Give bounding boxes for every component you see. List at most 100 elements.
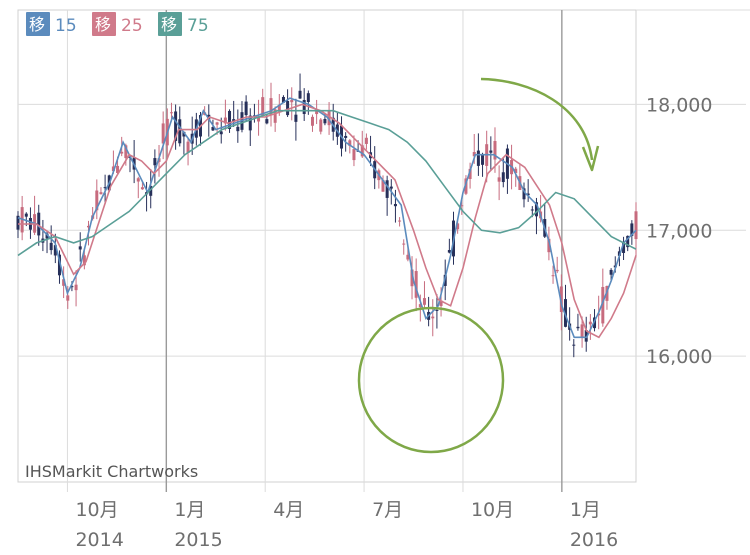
y-tick-label: 16,000 (646, 346, 712, 368)
legend-badge-text: 移 (29, 15, 45, 34)
candle-body (489, 150, 493, 153)
candle-body (248, 115, 252, 131)
plot-frame (17, 9, 637, 483)
candle-body (265, 119, 269, 124)
candle-body (281, 96, 285, 103)
candle-body (37, 212, 41, 236)
candle-body (111, 166, 115, 172)
candle-body (269, 98, 273, 115)
candle-body (439, 300, 443, 306)
candle-body (344, 135, 348, 138)
candle-body (223, 117, 227, 124)
candle-body (277, 104, 281, 112)
candle-body (136, 178, 140, 182)
candle-body (153, 158, 157, 166)
candle-body (49, 242, 53, 251)
trend-arrow (480, 77, 594, 161)
candle-body (82, 255, 86, 266)
legend-badge-text: 移 (161, 15, 177, 34)
candle-body (389, 186, 393, 189)
candle-body (53, 245, 57, 256)
candle-body (460, 205, 464, 207)
x-tick-label: 10月 (75, 499, 118, 521)
candle-body (572, 344, 576, 346)
candle-body (57, 254, 61, 276)
candle-body (302, 100, 306, 114)
candle-body (232, 119, 236, 122)
candle-body (120, 151, 124, 154)
candle-body (319, 119, 323, 132)
x-year-label: 2016 (570, 529, 618, 551)
candle-body (514, 168, 518, 174)
candle-body (547, 238, 551, 253)
candle-body (634, 211, 638, 240)
candle-body (70, 286, 74, 288)
candle-body (522, 188, 526, 200)
candle-body (414, 271, 418, 298)
candle-body (534, 202, 538, 217)
y-tick-label: 18,000 (646, 94, 712, 116)
candle-body (555, 269, 559, 272)
candle-body (588, 321, 592, 325)
candle-body (493, 141, 497, 160)
candle-body (178, 119, 182, 144)
candle-body (630, 223, 634, 236)
candle-body (398, 220, 402, 222)
candle-body (236, 126, 240, 132)
x-tick-label: 10月 (471, 499, 514, 521)
candle-body (576, 326, 580, 329)
candle-body (286, 100, 290, 116)
candle-body (622, 241, 626, 253)
candle-body (447, 250, 451, 253)
candle-body (257, 117, 261, 122)
chart-credit: IHSMarkit Chartworks (25, 462, 198, 481)
candle-body (87, 225, 91, 228)
moving-average-lines (17, 97, 637, 339)
x-tick-label: 1月 (174, 499, 205, 521)
axes: 16,000 17,000 18,000 10月 2014 1月 2015 4月 7月 10月 1月… (75, 94, 712, 551)
candle-body (464, 178, 468, 194)
candle-body (364, 137, 368, 144)
candle-body (526, 193, 530, 196)
candle-body (435, 309, 439, 311)
candle-body (580, 324, 584, 338)
candle-body (481, 155, 485, 165)
candle-body (530, 209, 534, 211)
candle-body (626, 235, 630, 248)
candle-body (219, 131, 223, 135)
candle-body (169, 112, 173, 114)
x-tick-label: 4月 (273, 499, 304, 521)
candle-body (597, 313, 601, 316)
candle-body (62, 279, 66, 286)
candle-body (161, 123, 165, 144)
y-tick-label: 17,000 (646, 220, 712, 242)
highlight-circle (357, 306, 505, 454)
candle-body (584, 330, 588, 342)
candle-body (95, 190, 99, 211)
series-line-移-25 (18, 103, 637, 339)
candle-body (406, 254, 410, 260)
grid-lines (17, 9, 750, 492)
candle-body (116, 165, 120, 174)
candle-body (381, 179, 385, 192)
candle-body (149, 186, 153, 196)
legend-value: 15 (55, 16, 77, 36)
candle-body (468, 168, 472, 179)
legend-badge-text: 移 (95, 15, 111, 34)
candle-body (501, 172, 505, 183)
candle-body (298, 90, 302, 99)
candle-body (45, 233, 49, 239)
candle-body (393, 203, 397, 207)
trend-arrowhead (581, 145, 600, 172)
candle-body (327, 110, 331, 126)
candle-body (431, 316, 435, 319)
candle-body (24, 213, 28, 217)
candle-body (310, 116, 314, 126)
x-year-label: 2015 (174, 529, 222, 551)
candle-body (422, 298, 426, 305)
candle-body (66, 295, 70, 301)
candle-body (99, 192, 103, 195)
legend-badge (92, 12, 116, 36)
candle-body (182, 131, 186, 137)
